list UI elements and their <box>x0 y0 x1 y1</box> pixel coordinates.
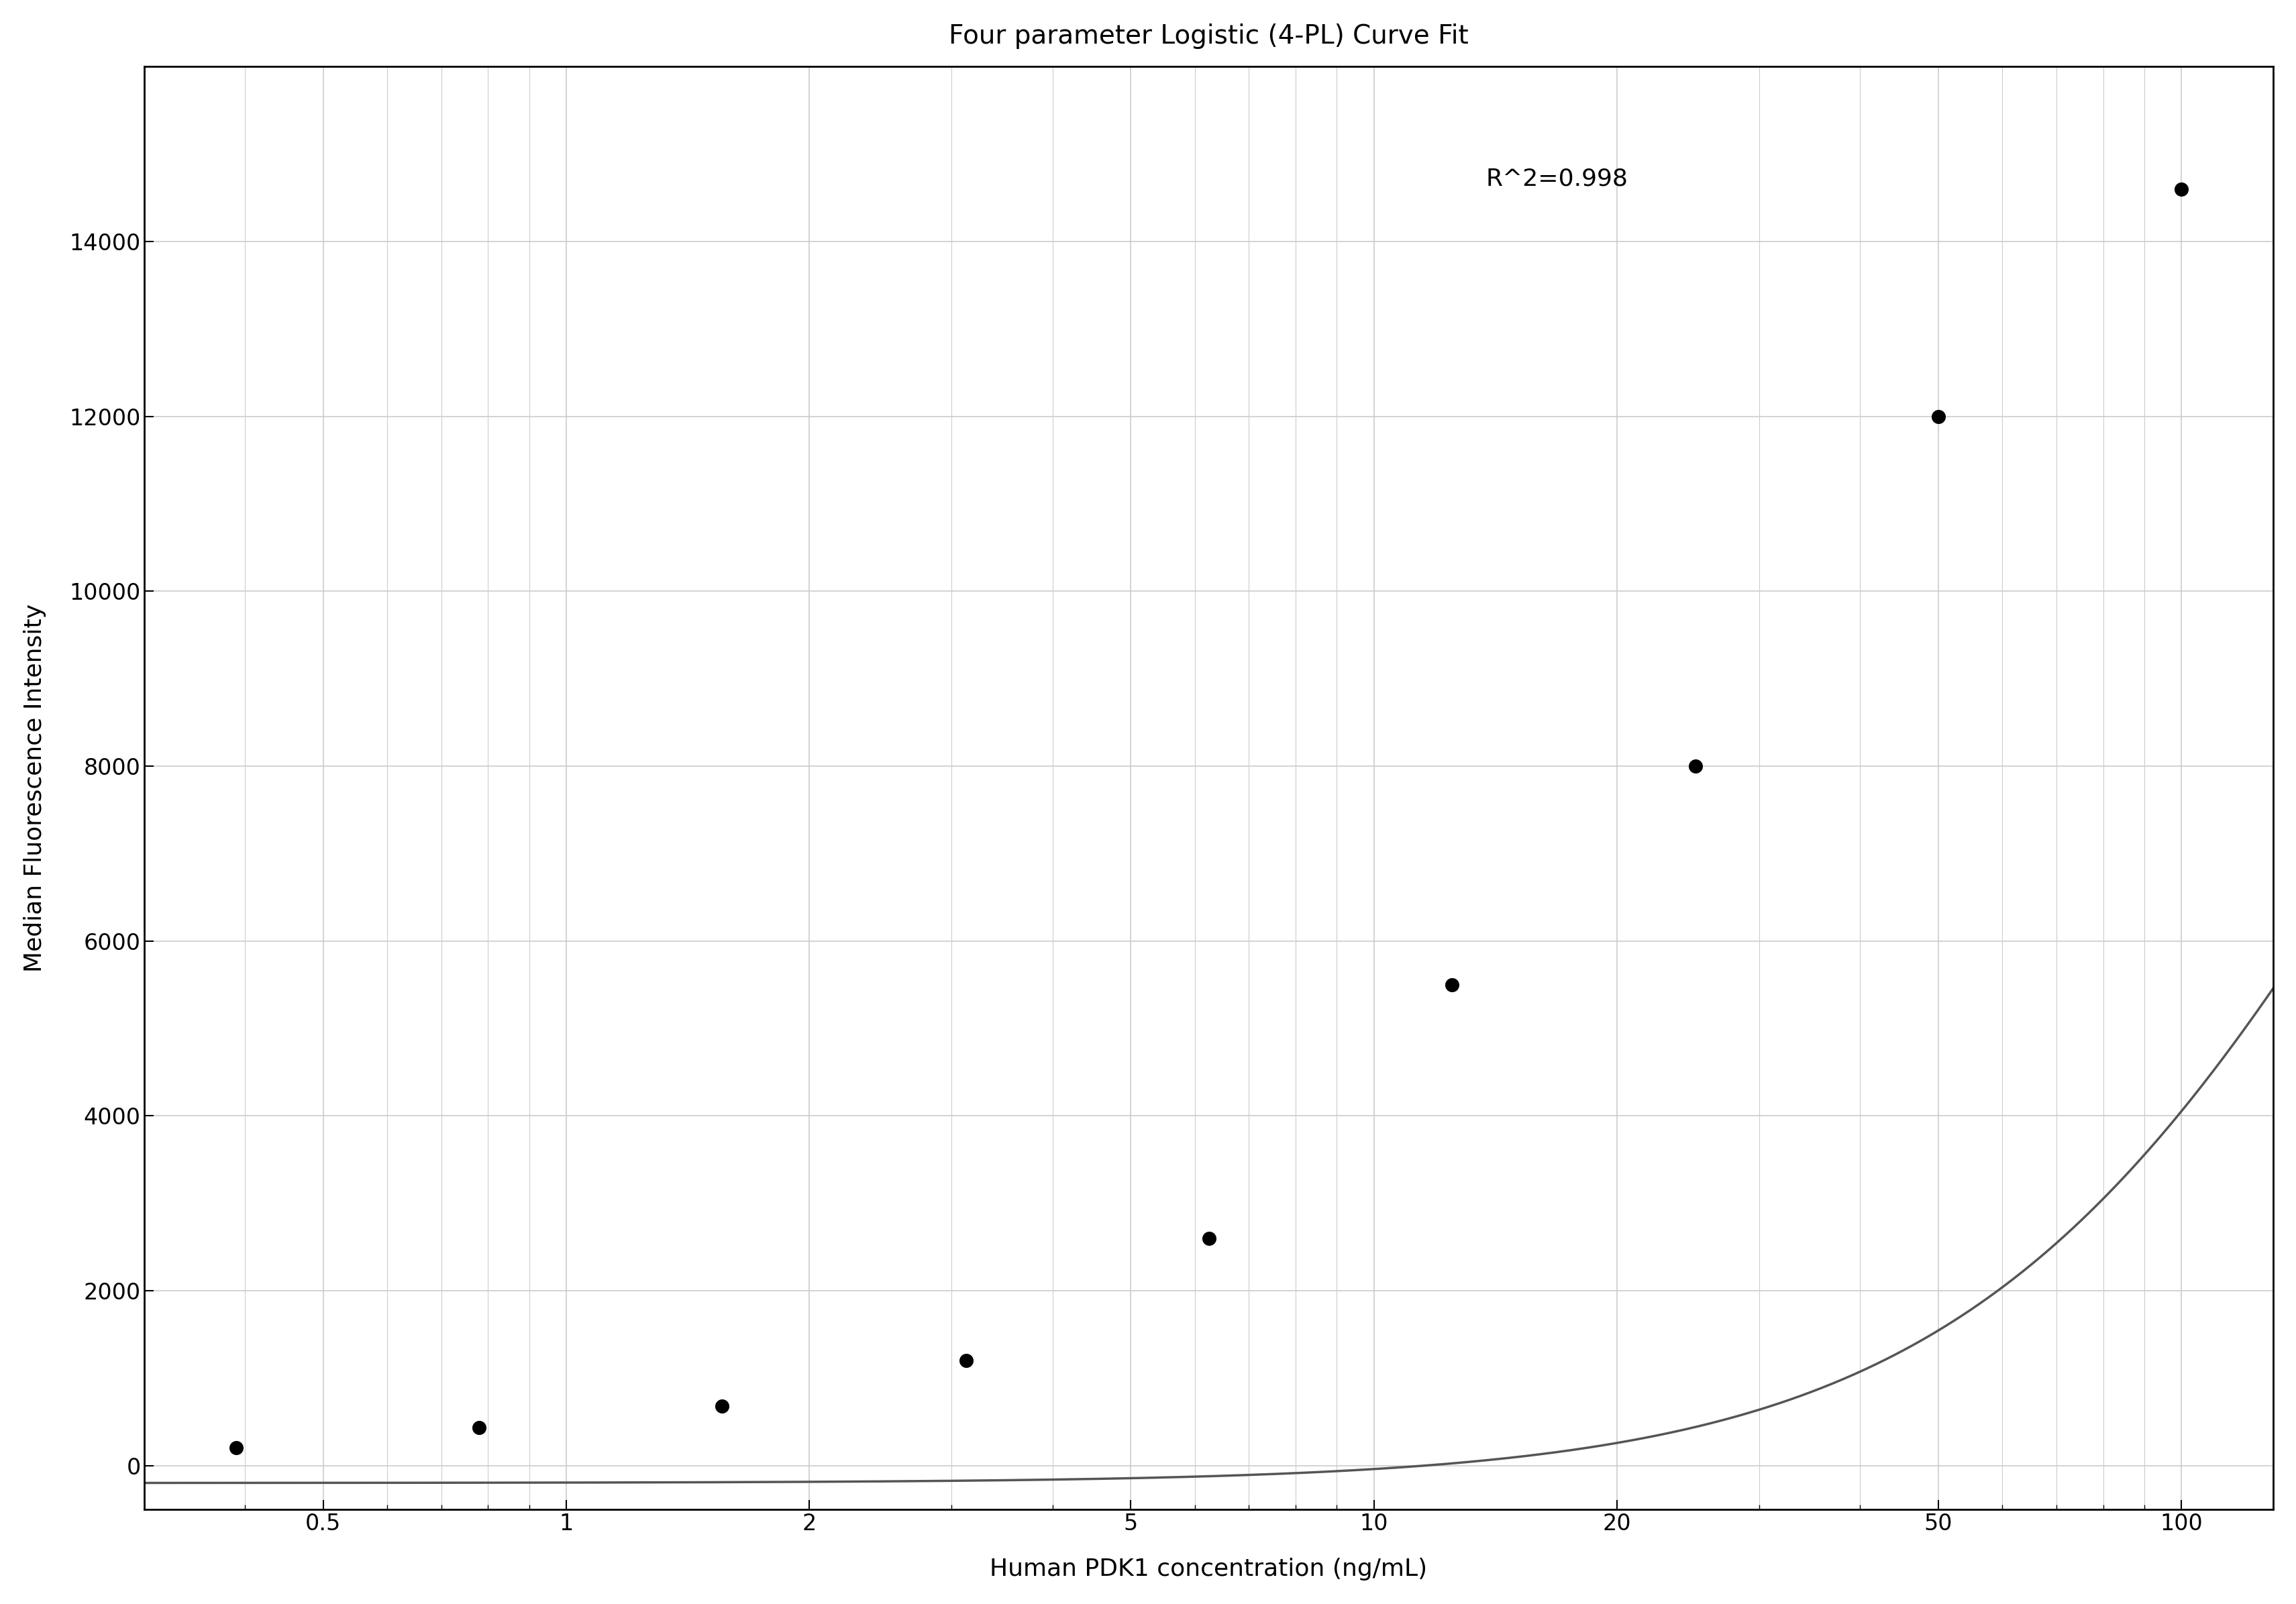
Point <box>1676 754 1713 780</box>
Point <box>948 1347 985 1373</box>
Text: R^2=0.998: R^2=0.998 <box>1486 168 1628 191</box>
Point <box>2163 176 2200 202</box>
Point <box>1189 1225 1226 1251</box>
Point <box>703 1394 739 1420</box>
Point <box>461 1415 498 1440</box>
Title: Four parameter Logistic (4-PL) Curve Fit: Four parameter Logistic (4-PL) Curve Fit <box>948 24 1467 48</box>
X-axis label: Human PDK1 concentration (ng/mL): Human PDK1 concentration (ng/mL) <box>990 1557 1428 1580</box>
Point <box>1433 972 1469 998</box>
Point <box>218 1436 255 1461</box>
Y-axis label: Median Fluorescence Intensity: Median Fluorescence Intensity <box>23 603 46 972</box>
Point <box>1919 404 1956 430</box>
